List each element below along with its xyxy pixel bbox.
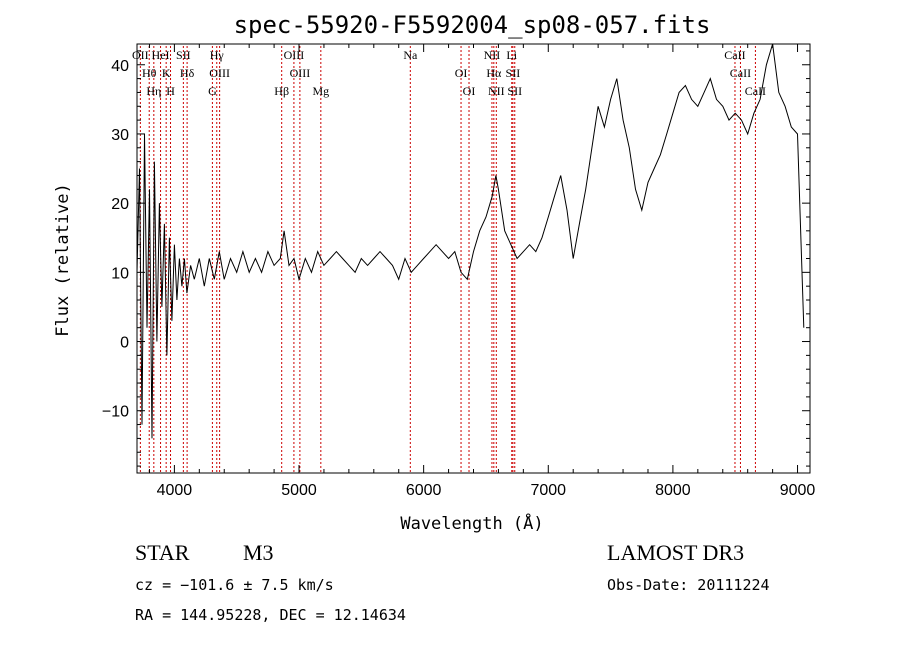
line-label-1: Hθ [142, 66, 157, 80]
line-label-24: CaII [724, 48, 745, 62]
line-label-16: OI [455, 66, 468, 80]
object-class: STAR [135, 540, 190, 565]
observation-date: Obs-Date: 20111224 [607, 576, 770, 594]
line-label-17: OI [463, 84, 476, 98]
x-axis-ticks: 4000 5000 6000 7000 8000 9000 [148, 44, 816, 499]
line-label-10: OIII [209, 66, 230, 80]
line-label-12: OIII [284, 48, 305, 62]
redshift-velocity: cz = −101.6 ± 7.5 km/s [135, 576, 334, 594]
y-axis-ticks: −10 0 10 20 30 40 [102, 50, 810, 467]
x-tick-label-4: 8000 [655, 482, 691, 499]
line-label-2: Hη [146, 84, 161, 98]
line-label-20: NII [488, 84, 505, 98]
y-axis-label: Flux (relative) [53, 183, 73, 337]
line-label-18: NII [484, 48, 501, 62]
emission-line-labels: OIIHθHηHeIKHSIIHδGHγOIIIHβOIIIOIIIMgNaOI… [132, 48, 766, 98]
x-tick-label-0: 4000 [157, 482, 193, 499]
line-label-15: Na [403, 48, 418, 62]
plot-frame [136, 43, 811, 474]
line-label-19: Hα [486, 66, 502, 80]
line-label-13: OIII [290, 66, 311, 80]
x-axis-label: Wavelength (Å) [400, 512, 543, 534]
line-label-8: G [208, 84, 217, 98]
emission-lines [139, 46, 756, 473]
x-tick-label-2: 6000 [406, 482, 442, 499]
flux-series-line [136, 43, 805, 439]
line-label-23: SII [507, 84, 522, 98]
x-tick-label-1: 5000 [281, 482, 317, 499]
y-tick-label-4: 30 [111, 127, 129, 144]
line-label-0: OII [132, 48, 149, 62]
y-tick-label-5: 40 [111, 58, 129, 75]
chart-title: spec-55920-F5592004_sp08-057.fits [234, 11, 711, 39]
y-tick-label-1: 0 [120, 335, 129, 352]
line-label-11: Hβ [274, 84, 289, 98]
line-label-7: Hδ [180, 66, 195, 80]
line-label-14: Mg [312, 84, 329, 98]
line-label-9: Hγ [210, 48, 225, 62]
line-label-21: Li [506, 48, 517, 62]
x-tick-label-5: 9000 [780, 482, 816, 499]
y-tick-label-3: 20 [111, 196, 129, 213]
x-tick-label-3: 7000 [530, 482, 566, 499]
line-label-22: SII [506, 66, 521, 80]
line-label-25: CaII [730, 66, 751, 80]
line-label-4: K [162, 66, 171, 80]
y-tick-label-2: 10 [111, 265, 129, 282]
object-subclass: M3 [243, 540, 274, 565]
line-label-5: H [166, 84, 175, 98]
line-label-3: HeI [152, 48, 170, 62]
survey-name: LAMOST DR3 [607, 540, 744, 565]
line-label-6: SII [176, 48, 191, 62]
y-tick-label-0: −10 [102, 404, 129, 421]
sky-coordinates: RA = 144.95228, DEC = 12.14634 [135, 606, 406, 624]
